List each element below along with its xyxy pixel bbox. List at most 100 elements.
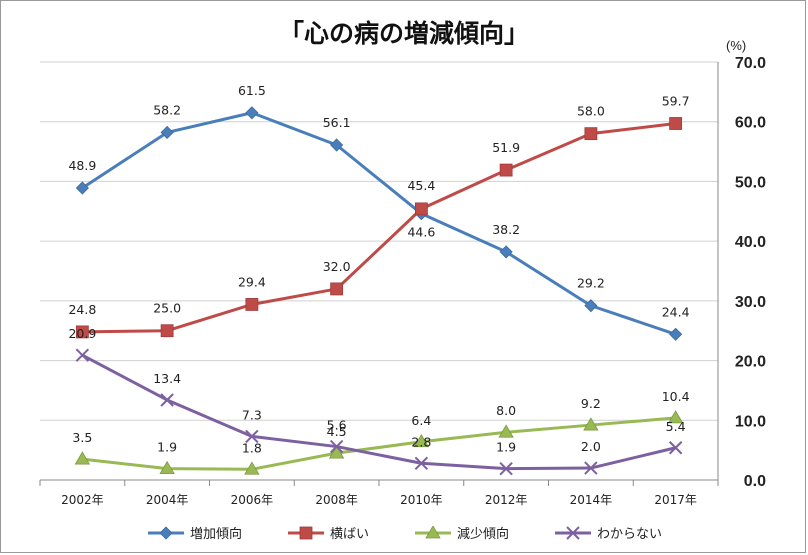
data-point <box>668 441 683 455</box>
legend-label: 増加傾向 <box>189 527 242 542</box>
legend-label: 横ばい <box>329 527 369 542</box>
y-tick-label: 10.0 <box>735 413 766 430</box>
chart-title: 「心の病の増減傾向」 <box>278 19 529 48</box>
y-tick-label: 40.0 <box>735 234 766 251</box>
data-point <box>499 461 513 476</box>
data-label: 29.2 <box>577 276 605 291</box>
data-point <box>159 460 175 475</box>
x-tick-label: 2008年 <box>315 493 358 507</box>
legend-label: わからない <box>597 527 663 542</box>
data-point <box>584 461 598 475</box>
legend-item: 減少傾向 <box>413 523 509 542</box>
legend-swatch <box>555 525 592 540</box>
data-label: 38.2 <box>492 222 520 237</box>
data-point <box>584 127 598 141</box>
data-point <box>499 245 513 259</box>
series-3: 3.5 1.9 1.8 4.5 6.4 8.0 9.2 10.4 <box>72 389 690 475</box>
data-label: 5.4 <box>666 419 686 434</box>
data-label: 9.2 <box>581 396 601 411</box>
y-axis-unit: (%) <box>726 38 747 53</box>
data-point <box>75 348 90 362</box>
data-point <box>498 424 514 438</box>
legend-marker <box>299 526 313 539</box>
y-tick-label: 20.0 <box>735 354 766 371</box>
data-point <box>667 410 684 424</box>
data-label: 13.4 <box>153 371 181 386</box>
y-tick-label: 70.0 <box>735 55 766 72</box>
legend-item: 横ばい <box>286 523 369 542</box>
data-label: 24.4 <box>662 304 690 319</box>
data-label: 58.2 <box>153 102 181 117</box>
data-label: 1.8 <box>242 440 262 455</box>
data-label: 61.5 <box>238 83 266 98</box>
legend-swatch <box>287 526 324 539</box>
data-point <box>160 125 174 140</box>
x-tick-label: 2002年 <box>61 493 104 507</box>
data-label: 7.3 <box>242 407 262 422</box>
legend-swatch <box>415 525 451 538</box>
y-tick-label: 50.0 <box>735 174 766 191</box>
data-label: 2.0 <box>581 439 601 454</box>
data-label: 32.0 <box>323 259 351 274</box>
data-point <box>245 106 259 120</box>
legend-marker <box>566 525 580 540</box>
x-tick-label: 2014年 <box>570 493 613 507</box>
data-label: 4.5 <box>327 424 347 439</box>
data-label: 56.1 <box>323 115 351 130</box>
series-line <box>81 111 677 336</box>
data-label: 5.6 <box>327 418 347 433</box>
x-tick-label: 2012年 <box>485 493 528 507</box>
y-tick-label: 60.0 <box>735 115 766 132</box>
data-point <box>160 324 174 338</box>
data-point <box>669 117 683 130</box>
y-tick-label: 0.0 <box>744 473 766 490</box>
data-label: 2.8 <box>411 434 431 449</box>
data-point <box>75 325 89 339</box>
data-point <box>245 429 259 444</box>
data-label: 25.0 <box>153 301 181 316</box>
legend-marker <box>425 525 441 538</box>
data-label: 10.4 <box>662 389 690 404</box>
data-label: 59.7 <box>662 94 690 109</box>
data-point <box>583 417 599 431</box>
legend-label: 減少傾向 <box>457 527 510 542</box>
data-point <box>244 461 260 475</box>
data-point <box>584 299 598 313</box>
y-tick-label: 30.0 <box>735 294 766 311</box>
data-label: 58.0 <box>577 104 605 119</box>
data-point <box>328 445 345 459</box>
data-point <box>330 138 344 152</box>
legend-swatch <box>147 525 184 540</box>
data-point <box>245 298 259 311</box>
data-label: 1.9 <box>496 440 516 455</box>
data-label: 1.9 <box>157 440 177 455</box>
x-tick-label: 2017年 <box>654 493 697 507</box>
data-label: 24.8 <box>68 302 96 317</box>
x-tick-label: 2010年 <box>400 493 443 507</box>
x-tick-label: 2004年 <box>146 493 189 507</box>
series-line <box>82 122 676 334</box>
data-point <box>74 451 91 465</box>
data-label: 20.9 <box>68 326 96 341</box>
data-point <box>329 439 344 454</box>
data-label: 44.6 <box>407 225 435 240</box>
data-label: 8.0 <box>496 403 516 418</box>
legend-item: 増加傾向 <box>146 523 242 542</box>
data-point <box>413 433 430 448</box>
series-2: 24.8 25.0 29.4 32.0 45.4 51.9 58.0 59.7 <box>68 94 690 339</box>
series-line <box>81 353 676 471</box>
series-line <box>82 416 676 471</box>
data-point <box>330 282 344 296</box>
series-4: 20.9 13.4 7.3 5.6 2.8 1.9 2.0 5.4 <box>68 326 686 476</box>
data-point <box>75 181 89 195</box>
legend-item: わからない <box>553 523 662 542</box>
data-label: 48.9 <box>68 158 96 173</box>
data-point <box>414 202 428 216</box>
legend: 増加傾向 横ばい 減少傾向 わからない <box>0 523 808 542</box>
data-label: 3.5 <box>72 430 92 445</box>
data-point <box>499 163 513 177</box>
data-label: 29.4 <box>238 274 266 289</box>
data-point <box>160 393 174 407</box>
data-label: 45.4 <box>407 178 435 193</box>
